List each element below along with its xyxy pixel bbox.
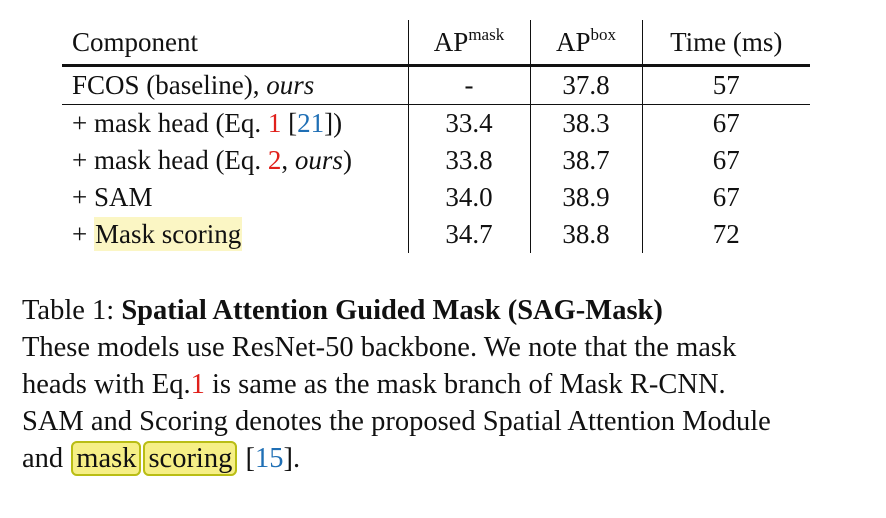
header-ap-box-base: AP (555, 26, 591, 57)
caption-line: heads with Eq.1 is same as the mask bran… (22, 366, 832, 403)
cell-ap-mask: - (407, 65, 530, 105)
results-table-container: Component APmask APbox Time (ms) FCOS (b… (62, 20, 810, 253)
results-table: Component APmask APbox Time (ms) FCOS (b… (62, 20, 810, 253)
cell-ap-box: 37.8 (529, 65, 642, 105)
cell-ap-mask: 34.7 (407, 216, 530, 253)
cell-time: 67 (641, 142, 810, 179)
citation-link[interactable]: 15 (254, 443, 284, 474)
caption-text: is same as the mask branch of Mask R-CNN… (204, 369, 726, 400)
highlight-box-scoring: scoring (143, 441, 238, 476)
header-ap-box: APbox (529, 20, 642, 66)
equation-ref-link[interactable]: 1 (190, 369, 205, 400)
caption-line: SAM and Scoring denotes the proposed Spa… (22, 406, 771, 437)
equation-ref-link[interactable]: 1 (267, 108, 282, 138)
caption-title: Spatial Attention Guided Mask (SAG-Mask) (121, 295, 663, 326)
caption-line: These models use ResNet-50 backbone. We … (22, 332, 737, 363)
cell-ap-box: 38.8 (529, 216, 642, 253)
component-italic: ours (266, 70, 315, 100)
component-text: + (72, 219, 94, 249)
row-component: FCOS (baseline), ours (62, 66, 408, 105)
cell-ap-mask: 33.4 (407, 104, 530, 142)
cell-ap-mask: 34.0 (407, 179, 530, 216)
cell-time: 57 (641, 65, 810, 105)
table-row-mask-scoring: + Mask scoring 34.7 38.8 72 (62, 216, 810, 253)
component-italic: ours (294, 145, 343, 175)
equation-ref-link[interactable]: 2 (267, 145, 282, 175)
header-ap-mask: APmask (407, 20, 530, 66)
caption-label: Table 1: (22, 295, 122, 326)
component-text: ]) (324, 108, 343, 138)
header-ap-mask-base: AP (433, 26, 469, 57)
header-time: Time (ms) (641, 20, 810, 66)
citation-link[interactable]: 21 (297, 108, 325, 138)
header-ap-box-sup: box (590, 24, 617, 44)
header-ap-mask-sup: mask (468, 24, 505, 44)
cell-time: 67 (641, 104, 810, 142)
component-text: , (281, 145, 295, 175)
cell-ap-box: 38.3 (529, 104, 642, 142)
table-header-row: Component APmask APbox Time (ms) (62, 20, 810, 66)
caption-text: [ (238, 443, 255, 474)
row-component: + mask head (Eq. 2, ours) (62, 142, 408, 179)
table-row-mask-head-eq2: + mask head (Eq. 2, ours) 33.8 38.7 67 (62, 142, 810, 179)
row-component: + SAM (72, 182, 153, 212)
component-text: + mask head (Eq. (72, 145, 268, 175)
cell-ap-box: 38.7 (529, 142, 642, 179)
table-row-mask-head-eq1: + mask head (Eq. 1 [21]) 33.4 38.3 67 (62, 104, 810, 143)
cell-time: 67 (641, 179, 810, 216)
highlighted-text: Mask scoring (93, 217, 243, 251)
caption-line: and mask scoring [15]. (22, 440, 832, 477)
highlight-box-mask: mask (71, 441, 142, 476)
component-text: + mask head (Eq. (72, 108, 268, 138)
cell-ap-mask: 33.8 (407, 142, 530, 179)
table-row-baseline: FCOS (baseline), ours - 37.8 57 (62, 65, 810, 105)
caption-text: and (22, 443, 71, 474)
header-component: Component (72, 26, 198, 57)
cell-time: 72 (641, 216, 810, 253)
caption-text: heads with Eq. (22, 369, 191, 400)
caption-title-line: Table 1: Spatial Attention Guided Mask (… (22, 292, 832, 329)
row-component: + mask head (Eq. 1 [21]) (62, 105, 408, 143)
component-text: ) (342, 145, 352, 175)
component-text: FCOS (baseline), (72, 70, 267, 100)
table-caption: Table 1: Spatial Attention Guided Mask (… (22, 292, 832, 477)
component-text: [ (281, 108, 298, 138)
caption-text: ]. (283, 443, 301, 474)
cell-ap-box: 38.9 (529, 179, 642, 216)
row-component: + Mask scoring (62, 216, 408, 253)
table-row-sam: + SAM 34.0 38.9 67 (62, 179, 810, 216)
